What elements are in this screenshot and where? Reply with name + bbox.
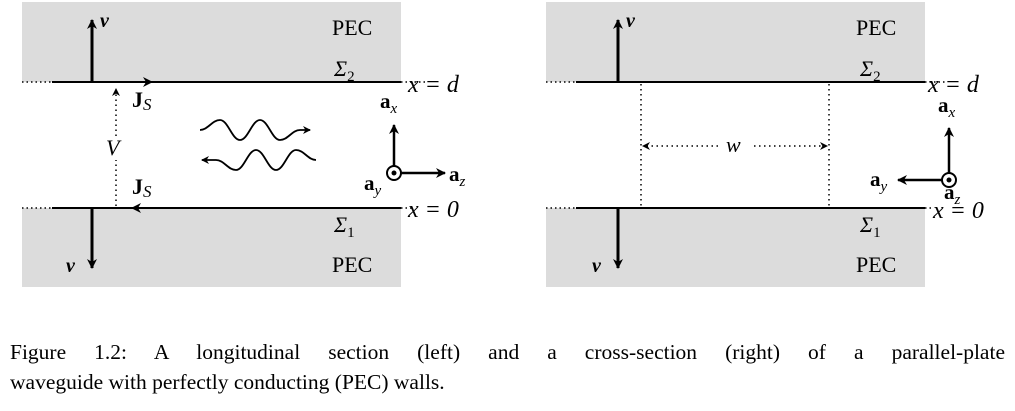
az-dot xyxy=(946,177,952,183)
x-equals-0-label: x = 0 xyxy=(932,198,984,224)
pec-bottom-label: PEC xyxy=(856,252,896,277)
pec-top-label: PEC xyxy=(332,15,372,40)
js-top-label: JS xyxy=(132,87,152,114)
az-label: az xyxy=(944,180,961,208)
caption-line-1: Figure 1.2: A longitudinal section (left… xyxy=(10,340,1005,364)
js-bottom-label: JS xyxy=(132,174,152,201)
pec-bottom-label: PEC xyxy=(332,252,372,277)
pec-top-label: PEC xyxy=(856,15,896,40)
x-equals-0-label: x = 0 xyxy=(407,197,459,223)
sigma-bottom-label: Σ1 xyxy=(859,212,881,241)
nu-top-label: ν xyxy=(626,10,636,32)
left-panel: PEC PEC Σ2 Σ1 x = d x = 0 ν ν JS JS V ax… xyxy=(22,2,466,287)
pec-top-wall xyxy=(22,2,401,82)
pec-bottom-wall xyxy=(22,208,401,287)
caption-line-2: waveguide with perfectly conducting (PEC… xyxy=(10,370,445,394)
voltage-label-bg xyxy=(104,136,128,160)
pec-top-wall xyxy=(546,2,925,82)
sigma-bottom-label: Σ1 xyxy=(333,212,355,241)
sigma-top-label: Σ2 xyxy=(333,56,355,85)
az-label: az xyxy=(449,162,466,190)
ay-label: ay xyxy=(870,167,888,195)
x-equals-d-label: x = d xyxy=(407,72,460,98)
ax-label: ax xyxy=(380,89,398,117)
waveguide-figure: PEC PEC Σ2 Σ1 x = d x = 0 ν ν JS JS V ax… xyxy=(22,2,984,287)
pec-bottom-wall xyxy=(546,208,925,287)
wave-forward xyxy=(199,119,311,141)
ay-dot xyxy=(391,170,397,176)
nu-bottom-label: ν xyxy=(66,255,76,277)
ay-label: ay xyxy=(364,171,382,199)
width-label: w xyxy=(726,132,741,157)
nu-top-label: ν xyxy=(100,10,110,32)
right-panel: w PEC PEC Σ2 Σ1 x = d x = 0 ν ν ax ay az xyxy=(546,2,984,287)
voltage-label: V xyxy=(106,135,122,160)
figure-caption: Figure 1.2: A longitudinal section (left… xyxy=(10,337,1005,397)
ax-label: ax xyxy=(938,93,956,121)
x-equals-d-label: x = d xyxy=(927,72,980,98)
nu-bottom-label: ν xyxy=(592,255,602,277)
wave-backward xyxy=(201,149,317,171)
sigma-top-label: Σ2 xyxy=(859,56,881,85)
